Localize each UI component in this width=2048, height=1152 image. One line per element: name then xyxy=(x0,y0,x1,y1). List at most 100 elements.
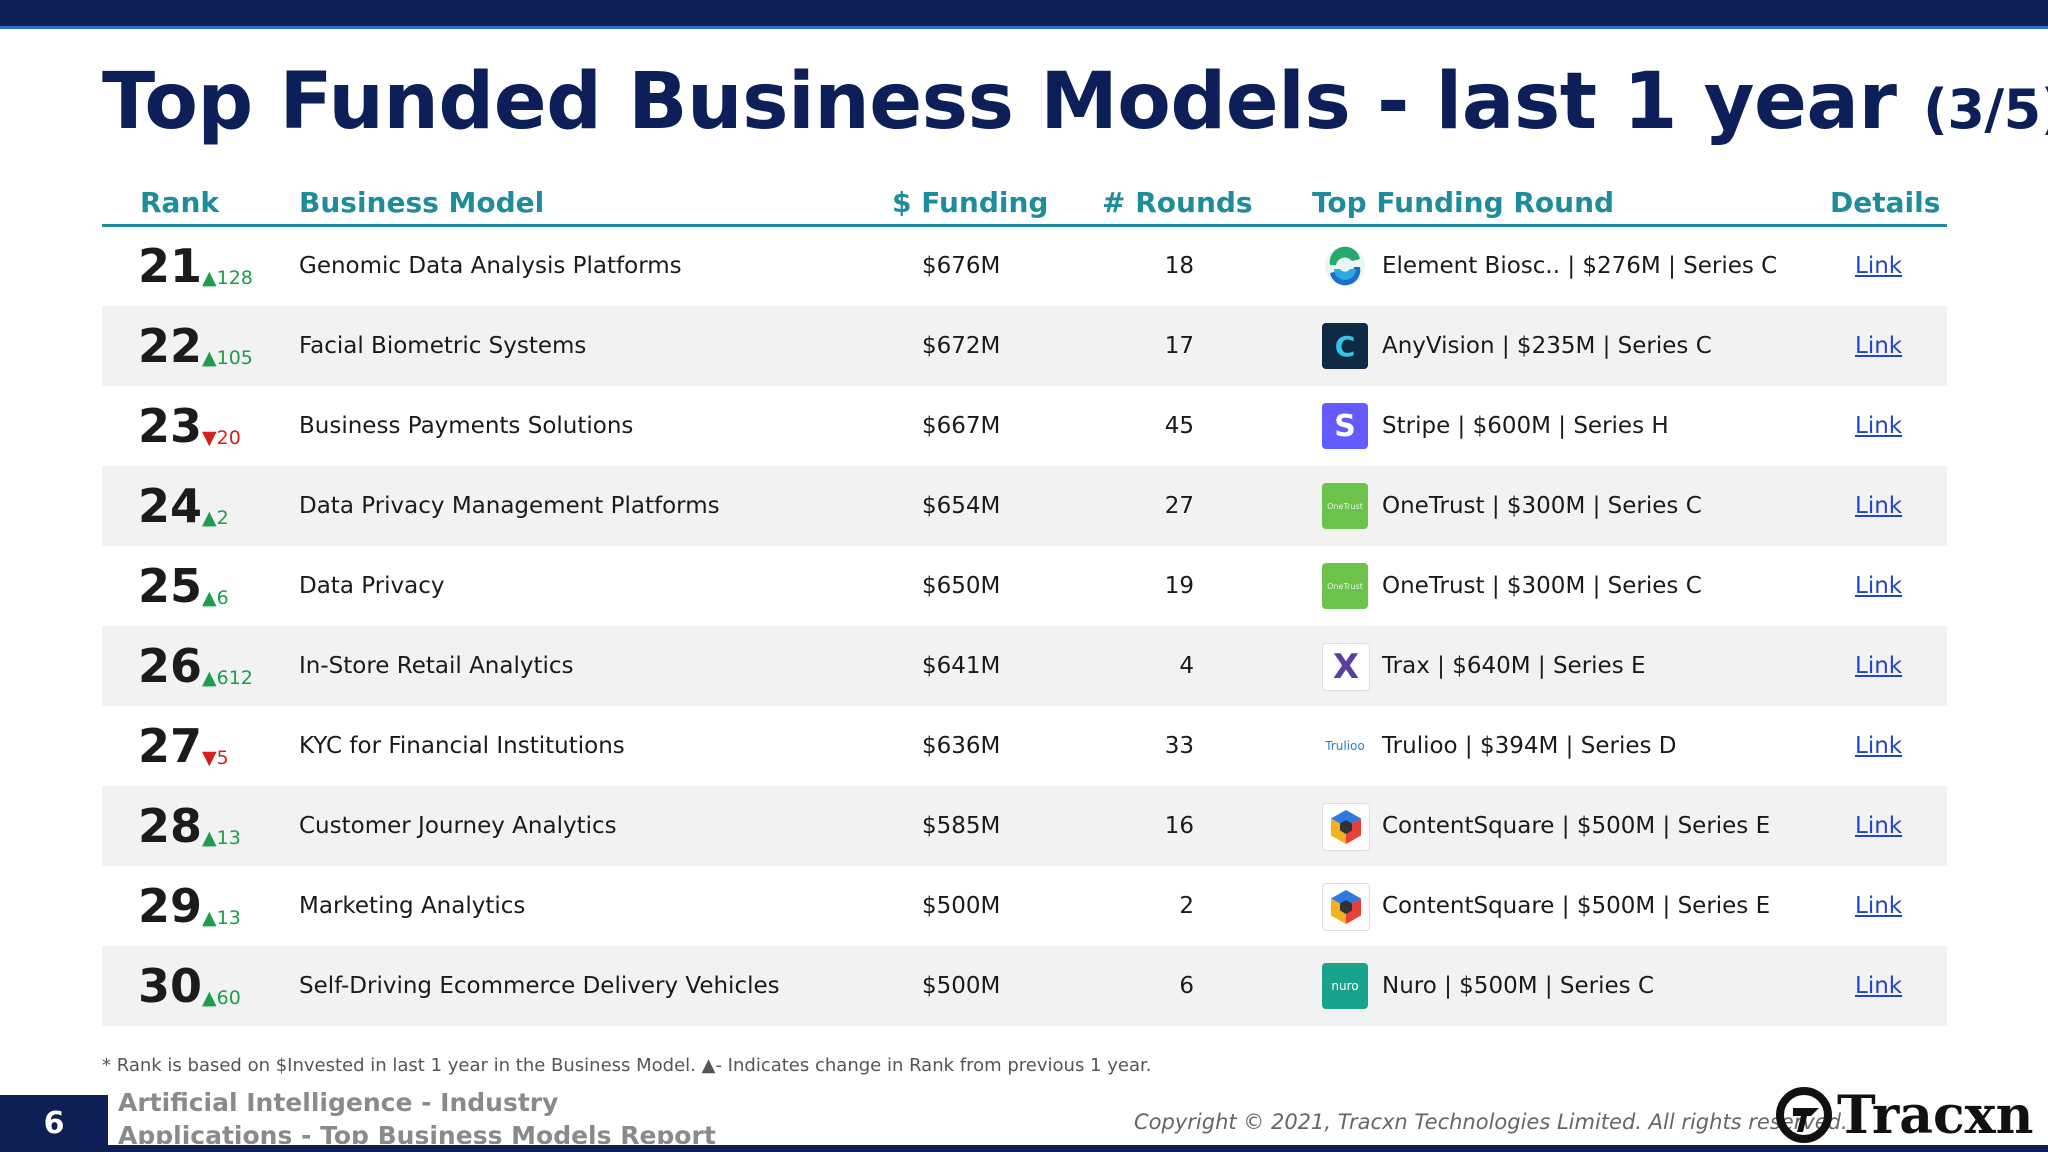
top-funding-round: Nuro | $500M | Series C xyxy=(1382,973,1655,999)
table-row: 27 ▼5 KYC for Financial Institutions $63… xyxy=(102,706,1947,786)
stripe-logo-icon: S xyxy=(1322,403,1368,449)
bottom-bar xyxy=(108,1145,2048,1152)
report-title: Artificial Intelligence - Industry Appli… xyxy=(118,1088,716,1144)
funding-amount: $672M xyxy=(922,333,1001,359)
details-link[interactable]: Link xyxy=(1855,893,1903,919)
business-model-name: KYC for Financial Institutions xyxy=(299,733,625,759)
top-funding-round: ContentSquare | $500M | Series E xyxy=(1382,893,1771,919)
rank-number: 24 xyxy=(138,479,203,533)
table-body: 21 ▲128 Genomic Data Analysis Platforms … xyxy=(102,226,1947,1026)
business-model-name: Customer Journey Analytics xyxy=(299,813,617,839)
table-row: 30 ▲60 Self-Driving Ecommerce Delivery V… xyxy=(102,946,1947,1026)
column-header-top-funding-round: Top Funding Round xyxy=(1312,186,1615,219)
table-row: 24 ▲2 Data Privacy Management Platforms … xyxy=(102,466,1947,546)
anyvision-logo-icon: C xyxy=(1322,323,1368,369)
rounds-count: 45 xyxy=(1164,413,1194,439)
brand-name: Tracxn xyxy=(1837,1084,2034,1146)
business-model-name: Business Payments Solutions xyxy=(299,413,634,439)
business-model-name: Facial Biometric Systems xyxy=(299,333,587,359)
funding-amount: $676M xyxy=(922,253,1001,279)
trax-logo-icon: X xyxy=(1322,643,1370,691)
contentsquare-logo-icon xyxy=(1322,803,1370,851)
title-page-indicator: (3/5) xyxy=(1923,78,2048,141)
table-row: 22 ▲105 Facial Biometric Systems $672M 1… xyxy=(102,306,1947,386)
page-number: 6 xyxy=(0,1095,108,1152)
footnote: * Rank is based on $Invested in last 1 y… xyxy=(102,1055,1152,1076)
details-link[interactable]: Link xyxy=(1855,333,1903,359)
top-funding-round: Element Biosc.. | $276M | Series C xyxy=(1382,253,1778,279)
rank-change: ▲128 xyxy=(202,267,253,289)
table-row: 21 ▲128 Genomic Data Analysis Platforms … xyxy=(102,226,1947,306)
rank-change: ▲2 xyxy=(202,507,229,529)
table-row: 25 ▲6 Data Privacy $650M 19 OneTrust One… xyxy=(102,546,1947,626)
business-model-name: Data Privacy Management Platforms xyxy=(299,493,720,519)
details-link[interactable]: Link xyxy=(1855,653,1903,679)
copyright-text: Copyright © 2021, Tracxn Technologies Li… xyxy=(1134,1110,1848,1134)
contentsquare-logo-icon xyxy=(1322,883,1370,931)
rank-number: 27 xyxy=(138,719,203,773)
top-funding-round: ContentSquare | $500M | Series E xyxy=(1382,813,1771,839)
tracxn-brand: Tracxn xyxy=(1775,1084,2034,1146)
funding-amount: $500M xyxy=(922,973,1001,999)
top-funding-round: Stripe | $600M | Series H xyxy=(1382,413,1669,439)
rank-change: ▲13 xyxy=(202,907,241,929)
details-link[interactable]: Link xyxy=(1855,813,1903,839)
business-model-name: Marketing Analytics xyxy=(299,893,526,919)
onetrust-logo-icon: OneTrust xyxy=(1322,563,1368,609)
rank-number: 30 xyxy=(138,959,203,1013)
rounds-count: 4 xyxy=(1179,653,1194,679)
rounds-count: 18 xyxy=(1164,253,1194,279)
rank-number: 29 xyxy=(138,879,203,933)
details-link[interactable]: Link xyxy=(1855,573,1903,599)
rounds-count: 16 xyxy=(1164,813,1194,839)
funding-amount: $636M xyxy=(922,733,1001,759)
rounds-count: 27 xyxy=(1164,493,1194,519)
business-model-name: Self-Driving Ecommerce Delivery Vehicles xyxy=(299,973,780,999)
business-model-name: Genomic Data Analysis Platforms xyxy=(299,253,682,279)
rounds-count: 2 xyxy=(1179,893,1194,919)
rank-change: ▼20 xyxy=(202,427,241,449)
business-model-name: Data Privacy xyxy=(299,573,445,599)
column-header-funding: $ Funding xyxy=(892,186,1049,219)
rounds-count: 19 xyxy=(1164,573,1194,599)
rank-number: 26 xyxy=(138,639,203,693)
rank-change: ▲105 xyxy=(202,347,253,369)
rank-number: 23 xyxy=(138,399,203,453)
table-row: 23 ▼20 Business Payments Solutions $667M… xyxy=(102,386,1947,466)
rank-change: ▼5 xyxy=(202,747,229,769)
top-funding-round: OneTrust | $300M | Series C xyxy=(1382,573,1702,599)
onetrust-logo-icon: OneTrust xyxy=(1322,483,1368,529)
table-row: 26 ▲612 In-Store Retail Analytics $641M … xyxy=(102,626,1947,706)
funding-amount: $650M xyxy=(922,573,1001,599)
rank-change: ▲60 xyxy=(202,987,241,1009)
details-link[interactable]: Link xyxy=(1855,733,1903,759)
details-link[interactable]: Link xyxy=(1855,493,1903,519)
top-funding-round: Trax | $640M | Series E xyxy=(1382,653,1646,679)
nuro-logo-icon: nuro xyxy=(1322,963,1368,1009)
rank-change: ▲13 xyxy=(202,827,241,849)
top-funding-round: OneTrust | $300M | Series C xyxy=(1382,493,1702,519)
column-header-rank: Rank xyxy=(140,186,220,219)
funding-amount: $654M xyxy=(922,493,1001,519)
tracxn-logo-icon xyxy=(1776,1087,1832,1143)
element-biosciences-logo-icon xyxy=(1322,243,1368,289)
rounds-count: 17 xyxy=(1164,333,1194,359)
funding-amount: $641M xyxy=(922,653,1001,679)
funding-amount: $500M xyxy=(922,893,1001,919)
rounds-count: 6 xyxy=(1179,973,1194,999)
rounds-count: 33 xyxy=(1164,733,1194,759)
table-row: 28 ▲13 Customer Journey Analytics $585M … xyxy=(102,786,1947,866)
details-link[interactable]: Link xyxy=(1855,413,1903,439)
funding-amount: $667M xyxy=(922,413,1001,439)
details-link[interactable]: Link xyxy=(1855,973,1903,999)
column-header-rounds: # Rounds xyxy=(1102,186,1253,219)
rank-change: ▲6 xyxy=(202,587,229,609)
trulioo-logo-icon: Trulioo xyxy=(1322,723,1368,769)
column-header-business-model: Business Model xyxy=(299,186,545,219)
top-bar xyxy=(0,0,2048,29)
table-row: 29 ▲13 Marketing Analytics $500M 2 Conte… xyxy=(102,866,1947,946)
column-header-details: Details xyxy=(1830,186,1941,219)
rank-change: ▲612 xyxy=(202,667,253,689)
details-link[interactable]: Link xyxy=(1855,253,1903,279)
rank-number: 21 xyxy=(138,239,203,293)
